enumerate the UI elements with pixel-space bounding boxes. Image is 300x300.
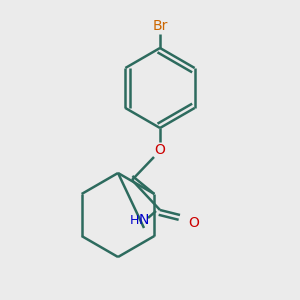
Text: H: H [129, 214, 139, 226]
Text: N: N [139, 213, 149, 227]
Text: O: O [154, 143, 165, 157]
Text: O: O [189, 216, 200, 230]
Text: Br: Br [152, 19, 168, 33]
